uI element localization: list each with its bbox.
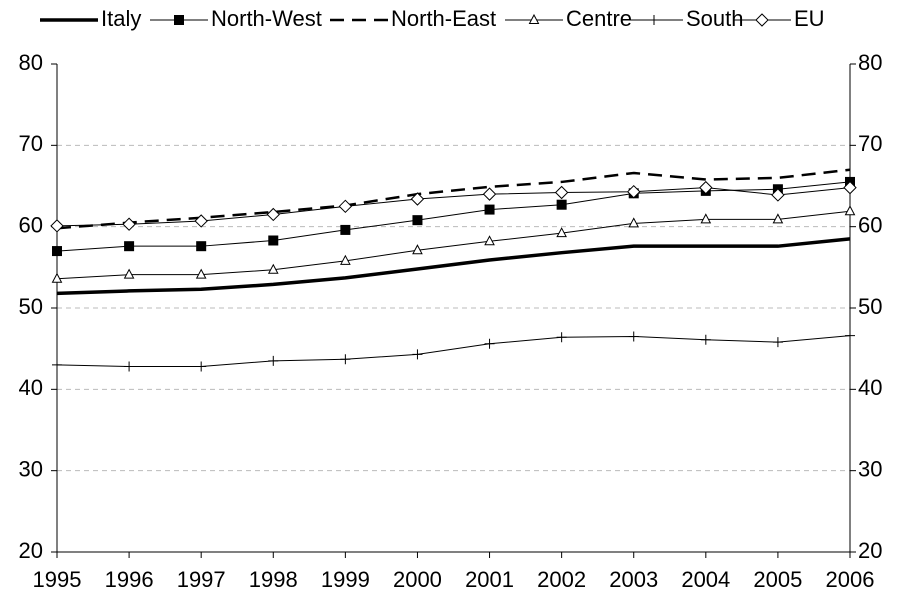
- point: [844, 205, 856, 216]
- x-tick-label: 2002: [537, 567, 586, 592]
- y-tick-label: 80: [19, 50, 43, 75]
- point: [267, 263, 279, 274]
- legend-marker: [174, 15, 184, 25]
- point: [843, 180, 857, 195]
- series-line: [56, 168, 851, 230]
- series-line: [56, 335, 851, 368]
- point: [124, 241, 135, 252]
- point: [52, 246, 62, 257]
- point: [268, 235, 279, 246]
- point: [194, 214, 208, 228]
- point: [484, 235, 495, 246]
- series-line: [56, 237, 851, 296]
- point: [124, 361, 135, 372]
- x-tick-label: 2006: [826, 567, 875, 592]
- point: [484, 338, 495, 349]
- point: [482, 187, 497, 201]
- legend-label: Italy: [101, 6, 141, 31]
- legend-label: Centre: [566, 6, 632, 31]
- point: [122, 217, 136, 231]
- point: [268, 355, 279, 366]
- y2-tick-label: 50: [858, 294, 882, 319]
- y-tick-label: 50: [19, 294, 43, 319]
- x-tick-label: 2004: [681, 567, 730, 592]
- point: [266, 207, 280, 222]
- x-tick-label: 1999: [321, 567, 370, 592]
- point: [554, 185, 569, 200]
- point: [196, 361, 207, 372]
- y2-tick-label: 30: [858, 456, 882, 481]
- x-tick-label: 1996: [105, 567, 154, 592]
- x-tick-label: 2003: [609, 567, 658, 592]
- point: [699, 180, 713, 195]
- point: [52, 359, 62, 370]
- point: [700, 213, 712, 224]
- point: [700, 334, 711, 345]
- x-tick-label: 2001: [465, 567, 514, 592]
- x-tick-label: 2005: [753, 567, 802, 592]
- point: [340, 224, 351, 235]
- point: [51, 272, 63, 283]
- legend-marker: [528, 13, 540, 24]
- point: [628, 217, 640, 228]
- legend-marker: [649, 15, 659, 25]
- point: [412, 349, 423, 360]
- point: [556, 199, 567, 210]
- point: [340, 354, 351, 365]
- y-tick-label: 20: [19, 538, 43, 563]
- point: [340, 254, 351, 265]
- legend-label: North-West: [211, 6, 322, 31]
- point: [338, 199, 353, 214]
- series-line: [56, 181, 851, 252]
- x-tick-label: 2000: [393, 567, 442, 592]
- y-tick-label: 30: [19, 456, 43, 481]
- point: [410, 192, 425, 206]
- point: [195, 268, 207, 279]
- series-line: [56, 210, 851, 280]
- point: [845, 330, 855, 341]
- y2-tick-label: 70: [858, 131, 882, 156]
- y-tick-label: 60: [19, 212, 43, 237]
- point: [123, 268, 135, 279]
- legend-label: EU: [794, 6, 825, 31]
- legend-marker: [755, 13, 769, 27]
- legend-label: South: [686, 6, 744, 31]
- point: [412, 215, 423, 226]
- y2-tick-label: 80: [858, 50, 882, 75]
- y2-tick-label: 20: [858, 538, 882, 563]
- y2-tick-label: 60: [858, 212, 882, 237]
- point: [556, 332, 567, 343]
- series-line: [56, 187, 851, 227]
- x-tick-label: 1998: [249, 567, 298, 592]
- point: [628, 331, 639, 342]
- point: [412, 244, 423, 255]
- point: [772, 337, 783, 348]
- x-tick-label: 1995: [33, 567, 82, 592]
- y-tick-label: 40: [19, 375, 43, 400]
- point: [772, 213, 784, 224]
- y-tick-label: 70: [19, 131, 43, 156]
- point: [484, 204, 495, 215]
- point: [556, 227, 567, 238]
- point: [196, 241, 207, 252]
- y2-tick-label: 40: [858, 375, 882, 400]
- point: [50, 219, 64, 233]
- point: [771, 188, 785, 202]
- legend-label: North-East: [391, 6, 496, 31]
- point: [627, 184, 641, 199]
- x-tick-label: 1997: [177, 567, 226, 592]
